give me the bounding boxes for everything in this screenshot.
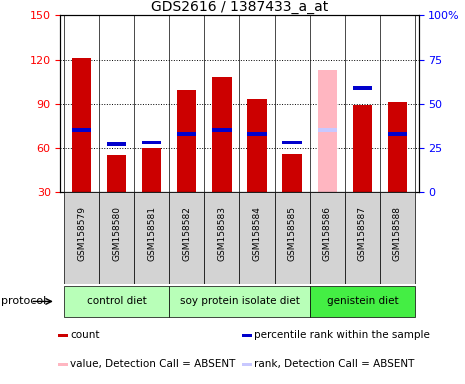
Bar bbox=[64, 286, 169, 317]
Bar bbox=[318, 70, 337, 192]
Bar bbox=[212, 77, 232, 192]
Bar bbox=[142, 148, 161, 192]
Bar bbox=[352, 86, 372, 89]
Bar bbox=[242, 334, 252, 336]
Bar bbox=[205, 192, 239, 284]
Text: GSM158584: GSM158584 bbox=[252, 206, 261, 261]
Title: GDS2616 / 1387433_a_at: GDS2616 / 1387433_a_at bbox=[151, 0, 328, 14]
Text: GSM158579: GSM158579 bbox=[77, 206, 86, 261]
Text: percentile rank within the sample: percentile rank within the sample bbox=[254, 330, 430, 340]
Bar bbox=[142, 141, 161, 144]
Text: GSM158581: GSM158581 bbox=[147, 206, 156, 261]
Bar bbox=[59, 363, 68, 366]
Text: count: count bbox=[70, 330, 100, 340]
Text: GSM158583: GSM158583 bbox=[218, 206, 226, 261]
Bar bbox=[107, 155, 126, 192]
Bar bbox=[310, 286, 415, 317]
Bar bbox=[352, 105, 372, 192]
Bar bbox=[388, 132, 407, 136]
Bar bbox=[380, 192, 415, 284]
Text: GSM158586: GSM158586 bbox=[323, 206, 332, 261]
Bar bbox=[318, 128, 337, 132]
Bar bbox=[64, 192, 99, 284]
Bar bbox=[99, 192, 134, 284]
Text: protocol: protocol bbox=[1, 296, 47, 306]
Bar bbox=[282, 154, 302, 192]
Bar bbox=[310, 192, 345, 284]
Bar bbox=[107, 142, 126, 146]
Text: rank, Detection Call = ABSENT: rank, Detection Call = ABSENT bbox=[254, 359, 414, 369]
Bar bbox=[388, 102, 407, 192]
Text: GSM158585: GSM158585 bbox=[288, 206, 297, 261]
Bar bbox=[177, 91, 197, 192]
Bar bbox=[242, 363, 252, 366]
Text: GSM158588: GSM158588 bbox=[393, 206, 402, 261]
Text: GSM158582: GSM158582 bbox=[182, 206, 191, 261]
Bar bbox=[247, 132, 267, 136]
Bar bbox=[72, 128, 91, 132]
Text: value, Detection Call = ABSENT: value, Detection Call = ABSENT bbox=[70, 359, 235, 369]
Text: genistein diet: genistein diet bbox=[326, 296, 398, 306]
Text: GSM158580: GSM158580 bbox=[112, 206, 121, 261]
Bar bbox=[134, 192, 169, 284]
Text: soy protein isolate diet: soy protein isolate diet bbox=[179, 296, 299, 306]
Text: GSM158587: GSM158587 bbox=[358, 206, 367, 261]
Bar bbox=[177, 132, 197, 136]
Bar bbox=[282, 141, 302, 144]
Bar bbox=[247, 99, 267, 192]
Bar bbox=[239, 192, 274, 284]
Bar bbox=[72, 58, 91, 192]
Bar bbox=[212, 128, 232, 132]
Bar bbox=[59, 334, 68, 336]
Bar bbox=[169, 192, 205, 284]
Bar bbox=[169, 286, 310, 317]
Text: control diet: control diet bbox=[87, 296, 146, 306]
Bar bbox=[274, 192, 310, 284]
Bar bbox=[345, 192, 380, 284]
